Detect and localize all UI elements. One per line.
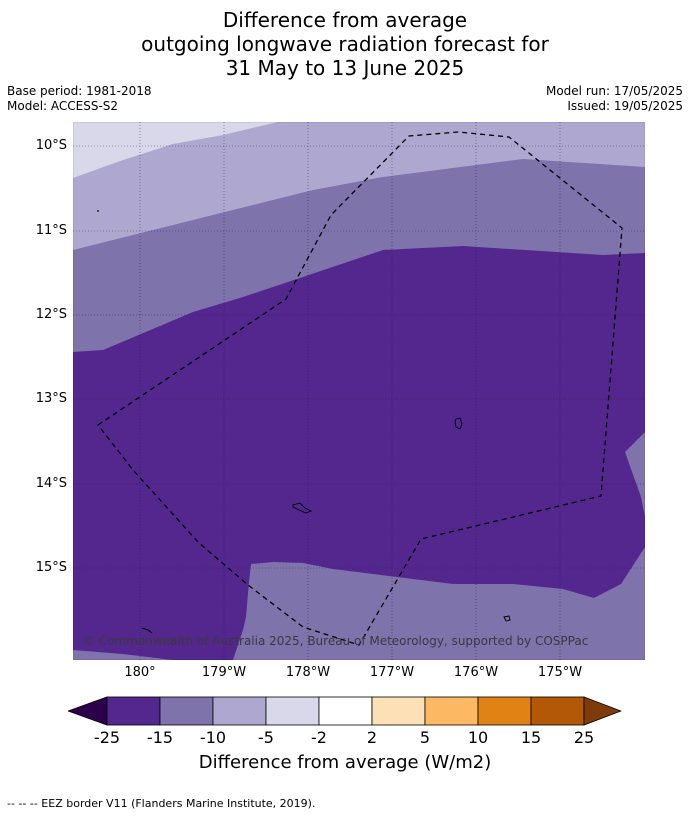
colorbar-tick: -10 (199, 728, 227, 747)
copyright-notice: © Commonwealth of Australia 2025, Bureau… (83, 634, 589, 648)
lat-label-12s: 12°S (35, 307, 67, 322)
meta-right: Model run: 17/05/2025 Issued: 19/05/2025 (546, 84, 683, 114)
lon-label-175w: 175°W (537, 665, 583, 680)
colorbar-tick: -15 (146, 728, 174, 747)
title-line-2: outgoing longwave radiation forecast for (141, 32, 549, 56)
forecast-map (73, 122, 645, 660)
colorbar-tick: -5 (258, 728, 274, 747)
island-rose-north (97, 210, 99, 212)
eez-legend-note: -- -- -- EEZ border V11 (Flanders Marine… (7, 797, 316, 810)
island-uvea (454, 417, 463, 430)
model-name: Model: ACCESS-S2 (7, 99, 119, 113)
colorbar-tick: 25 (573, 728, 595, 747)
colorbar-bin-6 (371, 696, 426, 726)
region-minus15-minus10-south (233, 547, 645, 660)
colorbar-over-triangle (583, 696, 622, 726)
region-minus15-minus10-corner (73, 650, 173, 660)
lat-label-13s: 13°S (35, 391, 67, 406)
colorbar-bin-4 (265, 696, 320, 726)
island-futuna (292, 502, 313, 514)
lon-label-178w: 178°W (285, 665, 331, 680)
colorbar-bin-3 (212, 696, 267, 726)
colorbar-bin-8 (477, 696, 532, 726)
lon-label-176w: 176°W (453, 665, 499, 680)
region-minus10-minus5 (73, 122, 645, 250)
island-small-south (503, 615, 511, 622)
map-title: Difference from average outgoing longwav… (0, 8, 690, 80)
colorbar (68, 696, 622, 726)
base-period: Base period: 1981-2018 (7, 84, 152, 98)
title-line-3: 31 May to 13 June 2025 (225, 56, 465, 80)
colorbar-bin-1 (106, 696, 161, 726)
title-line-1: Difference from average (222, 8, 468, 32)
lon-label-177w: 177°W (369, 665, 415, 680)
colorbar-label: Difference from average (W/m2) (198, 752, 492, 773)
colorbar-tick: 2 (366, 728, 378, 747)
colorbar-bin-9 (530, 696, 585, 726)
issued-date: Issued: 19/05/2025 (567, 99, 683, 113)
lat-label-11s: 11°S (35, 223, 67, 238)
colorbar-tick: -25 (93, 728, 121, 747)
lat-label-14s: 14°S (35, 476, 67, 491)
colorbar-bin-2 (159, 696, 214, 726)
model-run: Model run: 17/05/2025 (545, 84, 683, 98)
meta-left: Base period: 1981-2018 Model: ACCESS-S2 (7, 84, 152, 114)
colorbar-under-triangle (68, 696, 108, 726)
lon-label-179w: 179°W (201, 665, 247, 680)
colorbar-tick: 15 (520, 728, 542, 747)
region-minus5-minus2 (73, 122, 278, 178)
lon-label-180: 180° (124, 665, 156, 680)
lat-label-15s: 15°S (35, 560, 67, 575)
colorbar-tick: -2 (311, 728, 327, 747)
latitude-gridlines (73, 145, 645, 569)
colorbar-tick: 10 (467, 728, 489, 747)
colorbar-bin-7 (424, 696, 479, 726)
lat-label-10s: 10°S (35, 138, 67, 153)
island-sw (141, 627, 153, 634)
colorbar-bin-5 (318, 696, 373, 726)
colorbar-tick: 5 (419, 728, 431, 747)
region-minus15-minus10-east (625, 432, 645, 517)
eez-border (97, 131, 623, 646)
